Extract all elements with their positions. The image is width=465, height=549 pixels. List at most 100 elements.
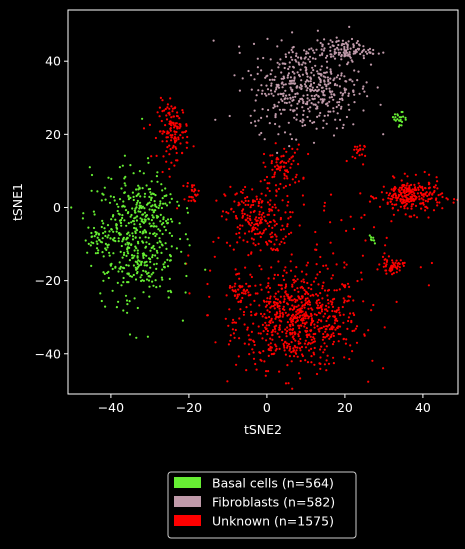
scatter-point xyxy=(305,79,309,82)
scatter-point xyxy=(322,336,325,339)
scatter-point xyxy=(282,186,285,189)
scatter-point xyxy=(306,75,309,78)
scatter-point xyxy=(273,175,276,178)
scatter-point xyxy=(284,185,287,188)
scatter-point xyxy=(234,268,237,271)
scatter-point xyxy=(321,284,324,288)
scatter-point xyxy=(319,255,322,259)
scatter-point xyxy=(236,241,239,244)
scatter-point xyxy=(270,346,273,349)
scatter-point xyxy=(186,207,189,210)
scatter-point xyxy=(279,312,282,315)
scatter-point xyxy=(118,261,121,264)
scatter-point xyxy=(369,51,372,55)
scatter-point xyxy=(267,108,270,112)
scatter-point xyxy=(347,61,350,64)
scatter-point xyxy=(270,247,273,250)
scatter-point xyxy=(124,184,127,187)
scatter-point xyxy=(422,195,425,198)
scatter-point xyxy=(340,54,343,57)
scatter-point xyxy=(328,328,332,331)
scatter-point xyxy=(135,188,138,191)
scatter-point xyxy=(153,200,156,203)
scatter-point xyxy=(391,203,394,206)
scatter-point xyxy=(269,89,273,92)
scatter-point xyxy=(264,92,267,95)
scatter-point xyxy=(237,355,240,358)
scatter-point xyxy=(212,39,215,42)
scatter-point xyxy=(121,240,124,243)
scatter-point xyxy=(420,207,423,210)
scatter-point xyxy=(441,207,444,210)
scatter-point xyxy=(236,293,239,296)
scatter-point xyxy=(133,249,136,252)
scatter-point xyxy=(185,123,188,126)
scatter-point xyxy=(271,333,274,336)
scatter-point xyxy=(245,369,248,372)
scatter-point xyxy=(348,51,351,54)
scatter-point xyxy=(255,368,258,371)
scatter-point xyxy=(113,199,116,202)
scatter-point xyxy=(277,66,280,69)
y-axis-label: tSNE1 xyxy=(10,183,25,221)
scatter-point xyxy=(181,151,184,154)
scatter-point xyxy=(419,191,422,194)
scatter-point xyxy=(275,235,278,238)
scatter-point xyxy=(337,53,340,56)
scatter-point xyxy=(284,89,287,92)
scatter-point xyxy=(130,254,134,257)
scatter-point xyxy=(165,150,168,153)
scatter-point xyxy=(131,191,134,194)
scatter-point xyxy=(384,244,387,247)
scatter-point xyxy=(336,319,339,322)
scatter-point xyxy=(114,265,117,268)
scatter-point xyxy=(164,229,167,232)
scatter-point xyxy=(326,309,329,313)
scatter-point xyxy=(273,171,277,174)
scatter-point xyxy=(282,344,286,347)
scatter-point xyxy=(355,325,359,328)
scatter-point xyxy=(301,124,304,127)
scatter-point xyxy=(325,304,328,307)
scatter-point xyxy=(261,89,264,92)
scatter-point xyxy=(290,137,293,141)
scatter-point xyxy=(241,77,244,80)
scatter-point xyxy=(271,176,274,179)
scatter-point xyxy=(322,75,325,78)
scatter-point xyxy=(149,260,152,263)
scatter-point xyxy=(227,343,230,346)
scatter-point xyxy=(297,290,300,293)
scatter-point xyxy=(293,116,296,119)
scatter-point xyxy=(255,219,258,222)
scatter-point xyxy=(278,335,281,338)
scatter-point xyxy=(326,289,330,292)
scatter-point xyxy=(325,359,328,362)
scatter-point xyxy=(309,342,312,345)
scatter-point xyxy=(268,189,271,193)
scatter-point xyxy=(367,48,370,52)
scatter-point xyxy=(424,193,427,196)
scatter-point xyxy=(306,361,310,364)
scatter-point xyxy=(158,246,161,249)
scatter-point xyxy=(333,57,337,60)
scatter-point xyxy=(296,287,299,290)
scatter-point xyxy=(410,205,413,208)
scatter-point xyxy=(89,244,92,247)
scatter-point xyxy=(340,219,343,222)
scatter-point xyxy=(130,213,133,217)
scatter-point xyxy=(121,216,124,220)
scatter-point xyxy=(291,82,294,85)
scatter-point xyxy=(164,202,167,205)
scatter-point xyxy=(283,165,286,168)
scatter-point xyxy=(190,199,193,202)
scatter-point xyxy=(276,105,279,108)
scatter-point xyxy=(320,65,323,68)
scatter-point xyxy=(151,204,154,207)
scatter-point xyxy=(312,336,315,339)
scatter-point xyxy=(333,77,336,80)
scatter-point xyxy=(285,302,289,305)
scatter-point xyxy=(348,53,351,56)
scatter-point xyxy=(340,72,343,75)
scatter-point xyxy=(342,297,345,300)
scatter-point xyxy=(349,215,352,218)
